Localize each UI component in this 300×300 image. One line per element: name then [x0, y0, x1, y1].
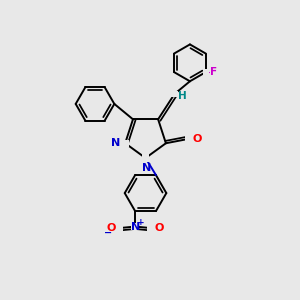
Bar [142, 154, 149, 162]
Text: H: H [178, 91, 187, 100]
Bar [131, 223, 139, 230]
Text: N: N [142, 164, 151, 173]
Text: O: O [193, 134, 202, 144]
Text: F: F [210, 67, 218, 77]
Bar [122, 140, 129, 147]
Bar [185, 135, 193, 142]
Text: O: O [155, 223, 164, 233]
Bar [171, 91, 178, 97]
Text: −: − [104, 227, 112, 238]
Text: N: N [111, 138, 120, 148]
Text: O: O [106, 223, 116, 233]
Bar [202, 69, 209, 75]
Bar [116, 224, 123, 232]
Text: +: + [137, 218, 145, 226]
Text: N: N [130, 222, 140, 232]
Bar [147, 224, 154, 232]
